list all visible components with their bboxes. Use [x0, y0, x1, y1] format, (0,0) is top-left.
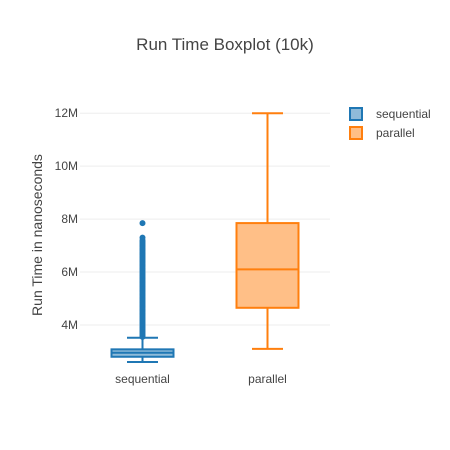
x-tick-label: parallel — [248, 372, 287, 386]
outlier-point — [139, 234, 146, 241]
y-tick-label: 12M — [55, 106, 78, 120]
chart-title: Run Time Boxplot (10k) — [136, 35, 314, 54]
box-trace-sequential — [110, 220, 175, 364]
legend-label: parallel — [376, 126, 415, 140]
legend-swatch — [349, 126, 363, 140]
y-tick-label: 10M — [55, 159, 78, 173]
outlier-point — [139, 220, 146, 227]
legend-label: sequential — [376, 107, 431, 121]
y-tick-label: 4M — [61, 318, 78, 332]
y-axis-title: Run Time in nanoseconds — [29, 154, 45, 316]
legend-swatch — [349, 107, 363, 121]
legend-item-parallel[interactable]: parallel — [349, 126, 415, 140]
y-tick-label: 8M — [61, 212, 78, 226]
legend[interactable]: sequential parallel — [349, 107, 431, 140]
box-trace-parallel — [235, 112, 300, 350]
x-axis-ticks: sequential parallel — [115, 372, 287, 386]
legend-item-sequential[interactable]: sequential — [349, 107, 431, 121]
y-tick-label: 6M — [61, 265, 78, 279]
x-tick-label: sequential — [115, 372, 170, 386]
box-traces — [110, 112, 300, 364]
y-axis-ticks: 4M 6M 8M 10M 12M — [55, 106, 78, 332]
iqr-box — [235, 222, 300, 309]
